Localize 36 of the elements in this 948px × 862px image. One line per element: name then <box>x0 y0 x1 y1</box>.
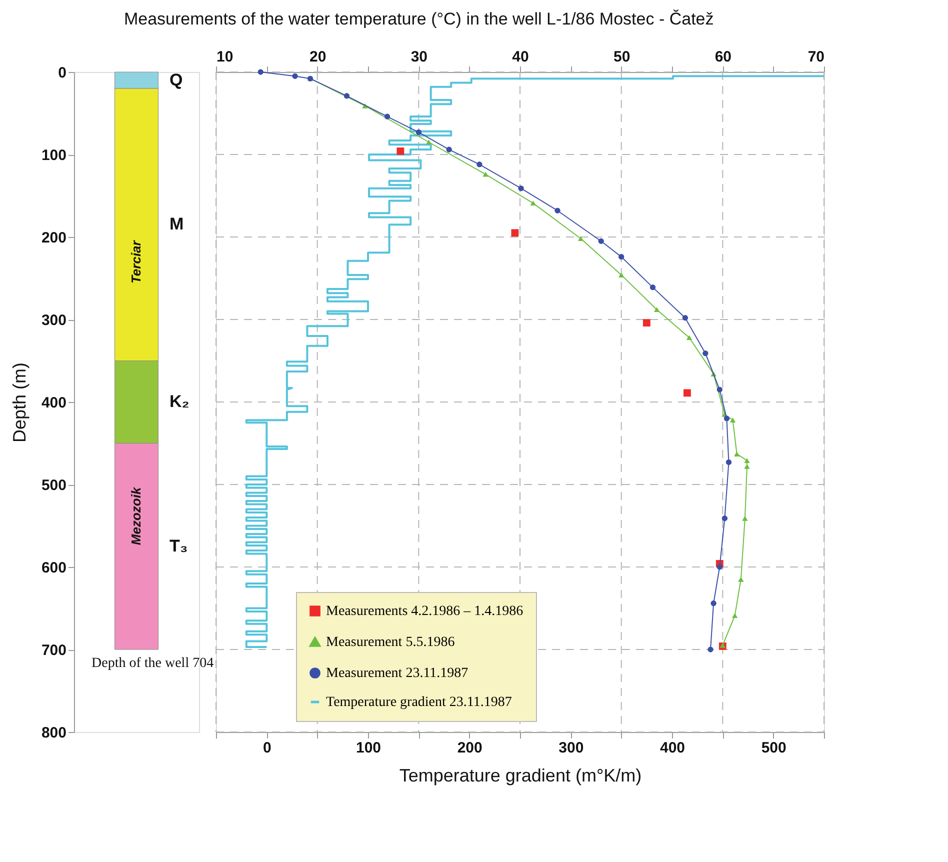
annotation: Terciar <box>128 240 144 284</box>
x-axis-title: Temperature gradient (m°K/m) <box>399 766 642 786</box>
x2-tick-label: 20 <box>309 48 326 66</box>
x2-tick-label: 10 <box>216 48 234 66</box>
series-label: M <box>170 214 184 234</box>
x-tick-label: 200 <box>457 740 482 756</box>
y-tick-label: 700 <box>41 642 66 659</box>
y-tick-label: 200 <box>41 230 66 246</box>
x2-tick-label: 30 <box>410 48 428 66</box>
x-tick-label: 400 <box>660 740 686 756</box>
legend-label: Temperature gradient 23.11.1987 <box>326 695 512 710</box>
x-tick-label: 500 <box>761 740 786 756</box>
y-tick-label: 0 <box>58 64 66 82</box>
x2-tick-label: 60 <box>714 48 732 66</box>
x2-tick-label: 70 <box>808 48 824 66</box>
y-tick-label: 400 <box>41 394 66 412</box>
y-tick-label: 300 <box>41 312 66 329</box>
series-label: K₂ <box>170 392 190 411</box>
x2-tick-label: 50 <box>613 48 630 66</box>
x-tick-label: 0 <box>262 740 272 756</box>
legend-label: Measurements 4.2.1986 – 1.4.1986 <box>326 604 524 619</box>
annotation: Mezozoik <box>128 486 144 546</box>
x-tick-label: 300 <box>558 740 584 756</box>
series-label: Q <box>170 70 183 90</box>
x-tick-label: 100 <box>356 740 382 756</box>
legend-label: Measurement 5.5.1986 <box>326 635 455 650</box>
y-tick-label: 100 <box>41 147 66 164</box>
y-tick-label: 800 <box>41 724 66 742</box>
series-label: T₃ <box>170 536 188 556</box>
y-tick-label: 500 <box>41 477 66 494</box>
y-axis-title: Depth (m) <box>9 362 30 443</box>
annotation: Depth of the well 704 <box>92 656 214 672</box>
chart-title: Measurements of the water temperature (°C) in the well L-1/86 Mostec - Čatež <box>124 10 714 28</box>
x2-tick-label: 40 <box>512 48 529 66</box>
y-tick-label: 600 <box>41 560 66 576</box>
legend-label: Measurement 23.11.1987 <box>326 666 468 681</box>
